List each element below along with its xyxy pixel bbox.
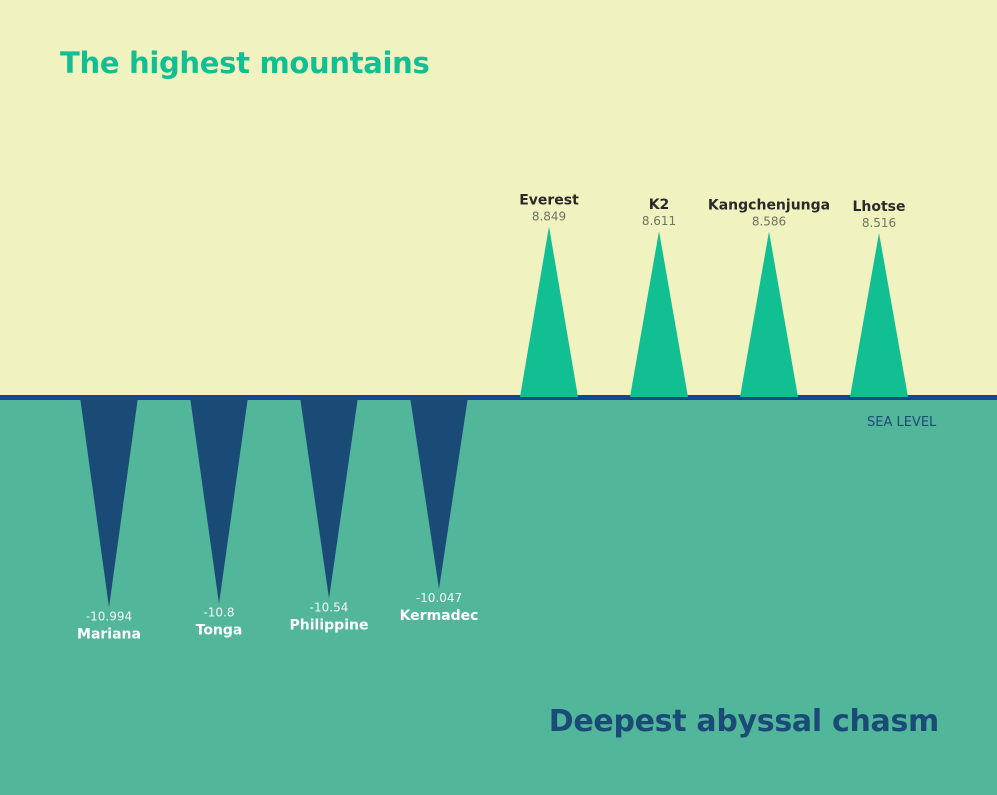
sea-level-label: SEA LEVEL	[867, 415, 937, 430]
trench-name-label: Kermadec	[400, 608, 479, 624]
trench-mark	[300, 397, 358, 599]
mountain-value-label: 8.611	[642, 214, 676, 228]
trench-name-label: Philippine	[290, 618, 369, 634]
trench-value-label: -10.8	[203, 606, 234, 620]
sky-background	[0, 0, 997, 397]
trench-value-label: -10.047	[416, 591, 462, 605]
mountain-name-label: Everest	[519, 192, 579, 208]
mountain-value-label: 8.516	[862, 216, 896, 230]
mountain-mark	[850, 232, 908, 397]
trench-name-label: Tonga	[196, 623, 243, 639]
mountain-name-label: K2	[649, 197, 670, 213]
trench-value-label: -10.994	[86, 609, 132, 623]
trench-name-label: Mariana	[77, 626, 141, 642]
mountain-mark	[520, 226, 578, 397]
chart-subtitle: Deepest abyssal chasm	[548, 704, 940, 739]
mountain-value-label: 8.586	[752, 215, 786, 229]
trench-mark	[410, 397, 468, 589]
mountain-mark	[740, 231, 798, 397]
trench-value-label: -10.54	[310, 601, 349, 615]
sea-background	[0, 397, 997, 795]
mountain-name-label: Lhotse	[852, 199, 905, 215]
mountain-value-label: 8.849	[532, 209, 566, 223]
sea-level-line	[0, 395, 997, 400]
trench-mark	[80, 397, 138, 608]
chart-title: The highest mountains	[60, 46, 430, 80]
trench-mark	[190, 397, 248, 604]
mountain-name-label: Kangchenjunga	[708, 198, 830, 214]
mountain-mark	[630, 231, 688, 397]
chart-marks: -10.994 Mariana -10.8 Tonga -10.54 Philippine…	[77, 192, 908, 642]
